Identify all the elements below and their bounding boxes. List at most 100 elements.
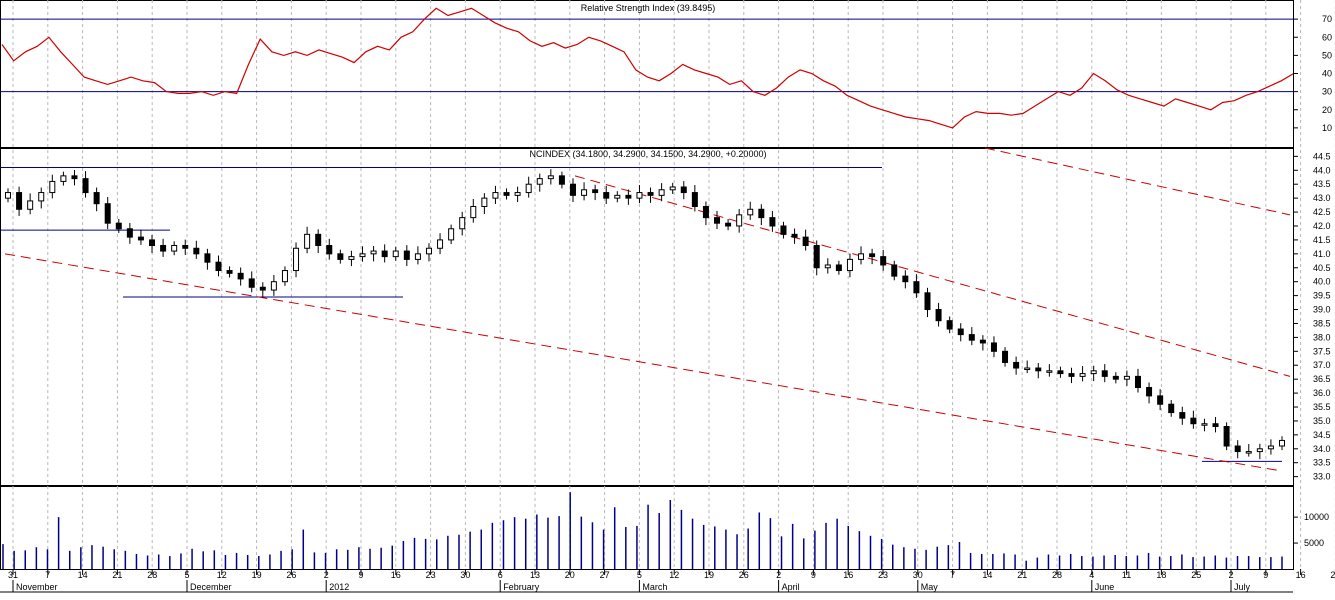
candle-body (1112, 375, 1119, 380)
price-axis-label: 37.5 (1313, 346, 1331, 356)
candle-body (315, 233, 322, 246)
date-tick-label: 30 (913, 570, 923, 580)
price-axis-label: 38.5 (1313, 318, 1331, 328)
candle-body (891, 264, 898, 277)
month-label: March (642, 582, 667, 592)
date-tick-label: 5 (184, 570, 189, 580)
candle-body (115, 222, 122, 230)
date-tick-label: 19 (252, 570, 262, 580)
rsi-axis-label: 50 (1322, 50, 1332, 60)
rsi-axis-label: 20 (1322, 105, 1332, 115)
candle-body (104, 203, 111, 224)
candle-body (193, 247, 200, 255)
rsi-line (1, 7, 1294, 129)
date-tick-label: 7 (950, 570, 955, 580)
price-axis-label: 40.0 (1313, 277, 1331, 287)
candle-body (747, 208, 754, 216)
candle-body (1157, 395, 1164, 405)
candle-body (1279, 439, 1285, 447)
price-panel-frame (0, 148, 1294, 486)
candle-body (1134, 375, 1141, 389)
candle-body (669, 186, 676, 191)
candle-body (215, 261, 222, 272)
candle-body (1046, 370, 1053, 373)
date-tick-label: 21 (1017, 570, 1027, 580)
candle-body (725, 222, 732, 227)
candle-body (304, 233, 311, 249)
candle-body (348, 256, 355, 260)
candle-body (437, 239, 444, 249)
price-axis-label: 34.0 (1313, 444, 1331, 454)
candle-body (547, 175, 554, 180)
candle-body (902, 275, 909, 283)
candle-body (880, 256, 887, 266)
candle-body (636, 192, 643, 199)
date-tick-label: 30 (460, 570, 470, 580)
candle-body (1190, 417, 1197, 425)
price-axis-label: 44.5 (1313, 151, 1331, 161)
candle-body (149, 239, 156, 246)
candle-body (503, 192, 510, 196)
date-tick-label: 20 (565, 570, 575, 580)
volume-panel-frame (0, 486, 1294, 570)
candle-body (1179, 412, 1186, 419)
candle-body (182, 244, 189, 249)
candle-body (581, 189, 588, 196)
date-tick-label: 19 (704, 570, 714, 580)
candle-body (1090, 370, 1097, 375)
date-tick-label: 25 (1191, 570, 1201, 580)
date-tick-label: 5 (637, 570, 642, 580)
candle-body (514, 192, 521, 196)
price-axis-label: 34.5 (1313, 430, 1331, 440)
candle-body (558, 175, 565, 185)
candle-body (337, 253, 344, 260)
price-axis-label: 41.0 (1313, 249, 1331, 259)
candle-body (281, 270, 288, 283)
candle-body (38, 192, 45, 202)
candle-body (1267, 445, 1274, 450)
date-tick-label: 16 (1296, 570, 1306, 580)
month-label: December (190, 582, 232, 592)
candle-body (1234, 445, 1241, 453)
candle-body (691, 192, 698, 207)
date-tick-label: 13 (530, 570, 540, 580)
candle-body (359, 253, 366, 258)
candle-body (913, 281, 920, 294)
date-tick-label: 31 (8, 570, 18, 580)
candle-body (813, 244, 820, 269)
candle-body (248, 278, 255, 288)
candle-body (603, 192, 610, 199)
candle-body (237, 272, 244, 280)
candle-body (381, 250, 388, 258)
candle-body (736, 214, 743, 227)
date-tick-label: 28 (147, 570, 157, 580)
candle-body (625, 194, 632, 199)
price-axis-label: 39.0 (1313, 305, 1331, 315)
candle-body (1123, 375, 1130, 380)
candle-body (82, 178, 89, 194)
rsi-axis-label: 30 (1322, 87, 1332, 97)
date-tick-label: 11 (1122, 570, 1131, 580)
candle-body (5, 192, 11, 199)
date-tick-label: 9 (1263, 570, 1268, 580)
rsi-panel-frame (0, 0, 1294, 148)
candle-body (1146, 387, 1153, 397)
candle-body (16, 192, 23, 210)
date-tick-label: 6 (498, 570, 503, 580)
candle-body (425, 247, 432, 255)
date-tick-label: 28 (1052, 570, 1062, 580)
candle-body (171, 244, 178, 252)
date-tick-label: 26 (286, 570, 296, 580)
month-label: June (1095, 582, 1115, 592)
candle-body (791, 233, 798, 238)
rsi-axis-label: 40 (1322, 69, 1332, 79)
outer-trend-channel (984, 147, 1291, 216)
rsi-axis-label: 70 (1322, 14, 1332, 24)
candle-body (536, 178, 543, 185)
candle-body (1079, 373, 1086, 377)
candle-body (979, 339, 986, 344)
month-label: July (1234, 582, 1251, 592)
date-tick-label: 2 (776, 570, 781, 580)
candle-body (160, 244, 167, 252)
